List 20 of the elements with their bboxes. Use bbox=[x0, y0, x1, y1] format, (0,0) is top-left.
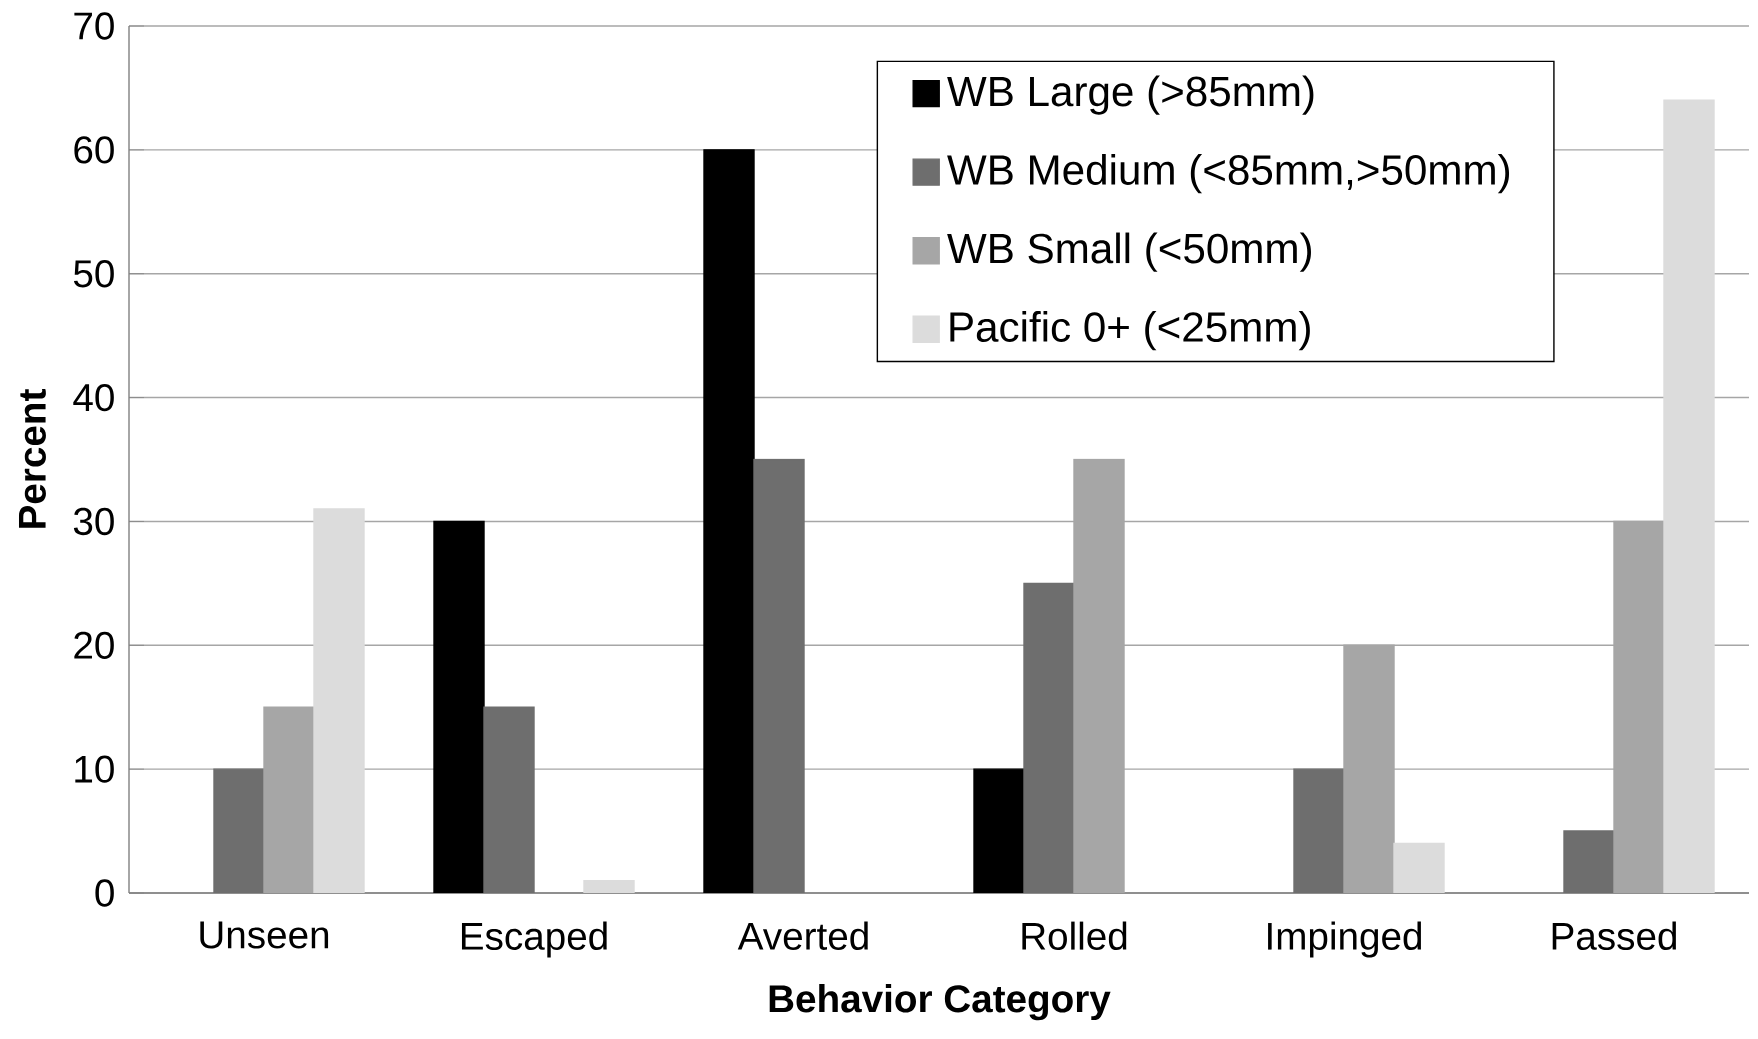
y-tick-label: 20 bbox=[74, 631, 114, 659]
legend-label: WB Large (>85mm) bbox=[947, 75, 1314, 115]
y-tick-label: 0 bbox=[95, 879, 114, 907]
x-tick-label: Rolled bbox=[1022, 921, 1127, 950]
legend-label: Pacific 0+ (<25mm) bbox=[950, 311, 1310, 351]
y-tick-label: 50 bbox=[73, 260, 114, 288]
legend-label: WB Medium (<85mm,>50mm) bbox=[947, 154, 1510, 194]
legend-label: WB Small (<50mm) bbox=[947, 232, 1311, 272]
y-tick-label: 40 bbox=[73, 383, 114, 412]
x-axis-title: Behavior Category bbox=[769, 984, 1111, 1021]
y-tick-label: 60 bbox=[74, 136, 114, 164]
y-tick-label: 10 bbox=[75, 755, 114, 783]
x-tick-label: Averted bbox=[737, 921, 868, 950]
x-tick-label: Impinged bbox=[1268, 921, 1422, 958]
x-tick-label: Unseen bbox=[200, 921, 329, 949]
y-tick-label: 30 bbox=[73, 507, 114, 536]
y-tick-label: 70 bbox=[74, 12, 114, 40]
x-tick-label: Passed bbox=[1552, 921, 1676, 950]
y-axis-title: Percent bbox=[18, 389, 46, 528]
x-tick-label: Escaped bbox=[461, 921, 607, 958]
